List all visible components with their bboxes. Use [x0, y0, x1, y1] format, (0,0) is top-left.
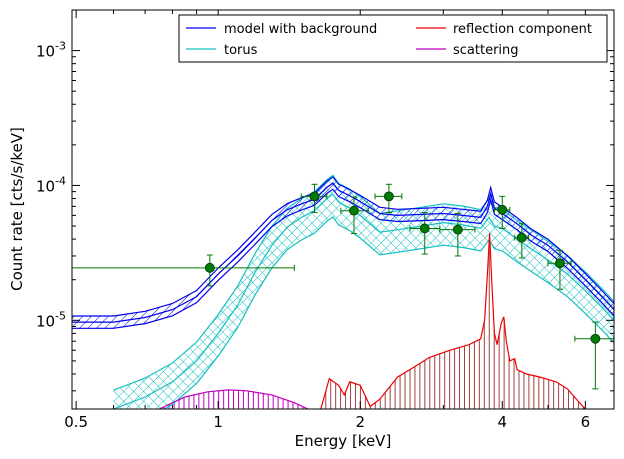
data-point	[452, 224, 463, 235]
data-point	[309, 191, 320, 202]
model-upper-line	[72, 176, 614, 317]
y-tick-label: 10-3	[36, 40, 66, 61]
data-point	[383, 191, 394, 202]
torus-lower-line	[162, 216, 614, 409]
torus-line	[113, 193, 614, 409]
y-tick-label: 10-5	[36, 309, 66, 330]
data-point	[555, 258, 565, 269]
x-tick-label: 2	[355, 413, 365, 431]
plot-frame	[71, 9, 615, 410]
data-point	[204, 262, 215, 273]
legend: model with background torus reflection c…	[178, 14, 608, 63]
y-tick-label: 10-4	[36, 174, 66, 195]
legend-label-torus: torus	[224, 43, 258, 58]
x-tick-label: 0.5	[64, 413, 88, 431]
reflection-line	[320, 233, 586, 409]
torus-band	[113, 175, 614, 409]
x-axis-label: Energy [keV]	[295, 432, 392, 450]
data-point	[516, 232, 527, 243]
model-line	[72, 182, 614, 323]
x-tick-label: 4	[497, 413, 507, 431]
data-point	[349, 205, 359, 216]
scattering-line	[158, 389, 309, 409]
model-band	[72, 177, 614, 329]
x-tick-label: 1	[213, 413, 223, 431]
legend-box	[178, 14, 608, 63]
torus-upper-line	[113, 174, 614, 391]
data-point	[590, 333, 601, 344]
y-axis-label: Count rate [cts/s/keV]	[8, 127, 26, 291]
legend-label-model: model with background	[224, 22, 377, 37]
legend-label-reflection: reflection component	[453, 22, 592, 37]
legend-label-scattering: scattering	[453, 43, 519, 58]
data-point	[497, 204, 508, 215]
data-point	[419, 223, 430, 234]
x-tick-label: 6	[581, 413, 591, 431]
